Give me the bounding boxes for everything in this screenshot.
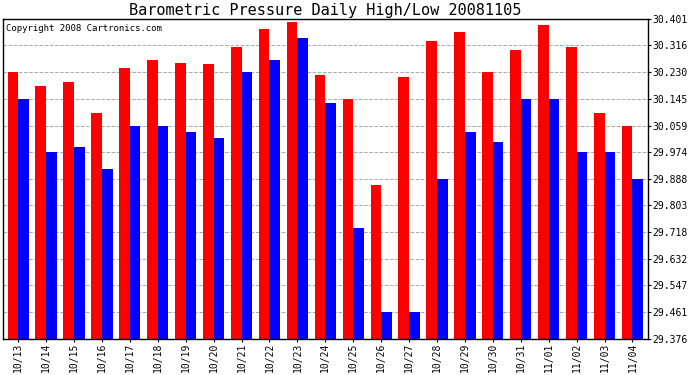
Bar	[46, 152, 57, 339]
Bar	[426, 41, 437, 339]
Bar	[622, 126, 633, 339]
Bar	[398, 77, 409, 339]
Bar	[102, 169, 112, 339]
Bar	[604, 152, 615, 339]
Bar	[147, 60, 158, 339]
Bar	[343, 99, 353, 339]
Bar	[63, 82, 74, 339]
Bar	[175, 63, 186, 339]
Bar	[437, 179, 448, 339]
Bar	[465, 132, 475, 339]
Bar	[203, 64, 214, 339]
Bar	[315, 75, 325, 339]
Title: Barometric Pressure Daily High/Low 20081105: Barometric Pressure Daily High/Low 20081…	[129, 3, 522, 18]
Bar	[297, 38, 308, 339]
Bar	[633, 179, 643, 339]
Bar	[566, 47, 577, 339]
Bar	[231, 47, 241, 339]
Bar	[493, 142, 504, 339]
Bar	[259, 28, 270, 339]
Bar	[482, 72, 493, 339]
Bar	[371, 184, 381, 339]
Text: Copyright 2008 Cartronics.com: Copyright 2008 Cartronics.com	[6, 24, 162, 33]
Bar	[577, 152, 587, 339]
Bar	[538, 26, 549, 339]
Bar	[74, 147, 85, 339]
Bar	[510, 51, 521, 339]
Bar	[521, 99, 531, 339]
Bar	[35, 86, 46, 339]
Bar	[214, 138, 224, 339]
Bar	[287, 22, 297, 339]
Bar	[381, 312, 392, 339]
Bar	[353, 228, 364, 339]
Bar	[119, 68, 130, 339]
Bar	[186, 132, 196, 339]
Bar	[8, 72, 18, 339]
Bar	[594, 113, 604, 339]
Bar	[325, 104, 336, 339]
Bar	[18, 99, 29, 339]
Bar	[270, 60, 280, 339]
Bar	[130, 126, 141, 339]
Bar	[549, 99, 560, 339]
Bar	[158, 126, 168, 339]
Bar	[241, 72, 252, 339]
Bar	[409, 312, 420, 339]
Bar	[454, 32, 465, 339]
Bar	[91, 113, 102, 339]
